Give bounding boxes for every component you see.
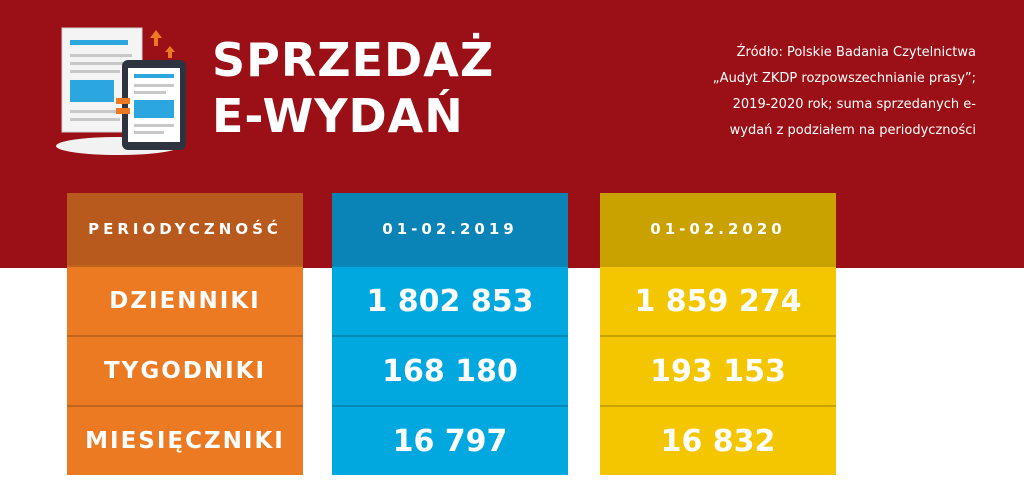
row-label-tygodniki: TYGODNIKI <box>67 335 303 405</box>
page-title: SPRZEDAŻ E-WYDAŃ <box>212 32 494 144</box>
source-note: Źródło: Polskie Badania Czytelnictwa „Au… <box>636 40 976 144</box>
value-miesieczniki-2019: 16 797 <box>332 405 568 475</box>
title-line-2: E-WYDAŃ <box>212 89 464 143</box>
title-line-1: SPRZEDAŻ <box>212 33 495 87</box>
column-2020: 01-02.2020 1 859 274 193 153 16 832 <box>600 193 836 475</box>
source-line: wydań z podziałem na periodyczności <box>729 123 976 138</box>
value-dzienniki-2020: 1 859 274 <box>600 265 836 335</box>
column-2019: 01-02.2019 1 802 853 168 180 16 797 <box>332 193 568 475</box>
value-tygodniki-2019: 168 180 <box>332 335 568 405</box>
source-line: Źródło: Polskie Badania Czytelnictwa <box>736 45 976 60</box>
column-header-2020: 01-02.2020 <box>600 193 836 265</box>
row-label-miesieczniki: MIESIĘCZNIKI <box>67 405 303 475</box>
value-miesieczniki-2020: 16 832 <box>600 405 836 475</box>
value-dzienniki-2019: 1 802 853 <box>332 265 568 335</box>
column-header-periodicity: PERIODYCZNOŚĆ <box>67 193 303 265</box>
column-header-2019: 01-02.2019 <box>332 193 568 265</box>
newspaper-tablet-icon <box>56 27 186 155</box>
column-periodicity: PERIODYCZNOŚĆ DZIENNIKI TYGODNIKI MIESIĘ… <box>67 193 303 475</box>
source-line: „Audyt ZKDP rozpowszechnianie prasy”; <box>712 71 976 86</box>
value-tygodniki-2020: 193 153 <box>600 335 836 405</box>
row-label-dzienniki: DZIENNIKI <box>67 265 303 335</box>
source-line: 2019-2020 rok; suma sprzedanych e- <box>732 97 976 112</box>
